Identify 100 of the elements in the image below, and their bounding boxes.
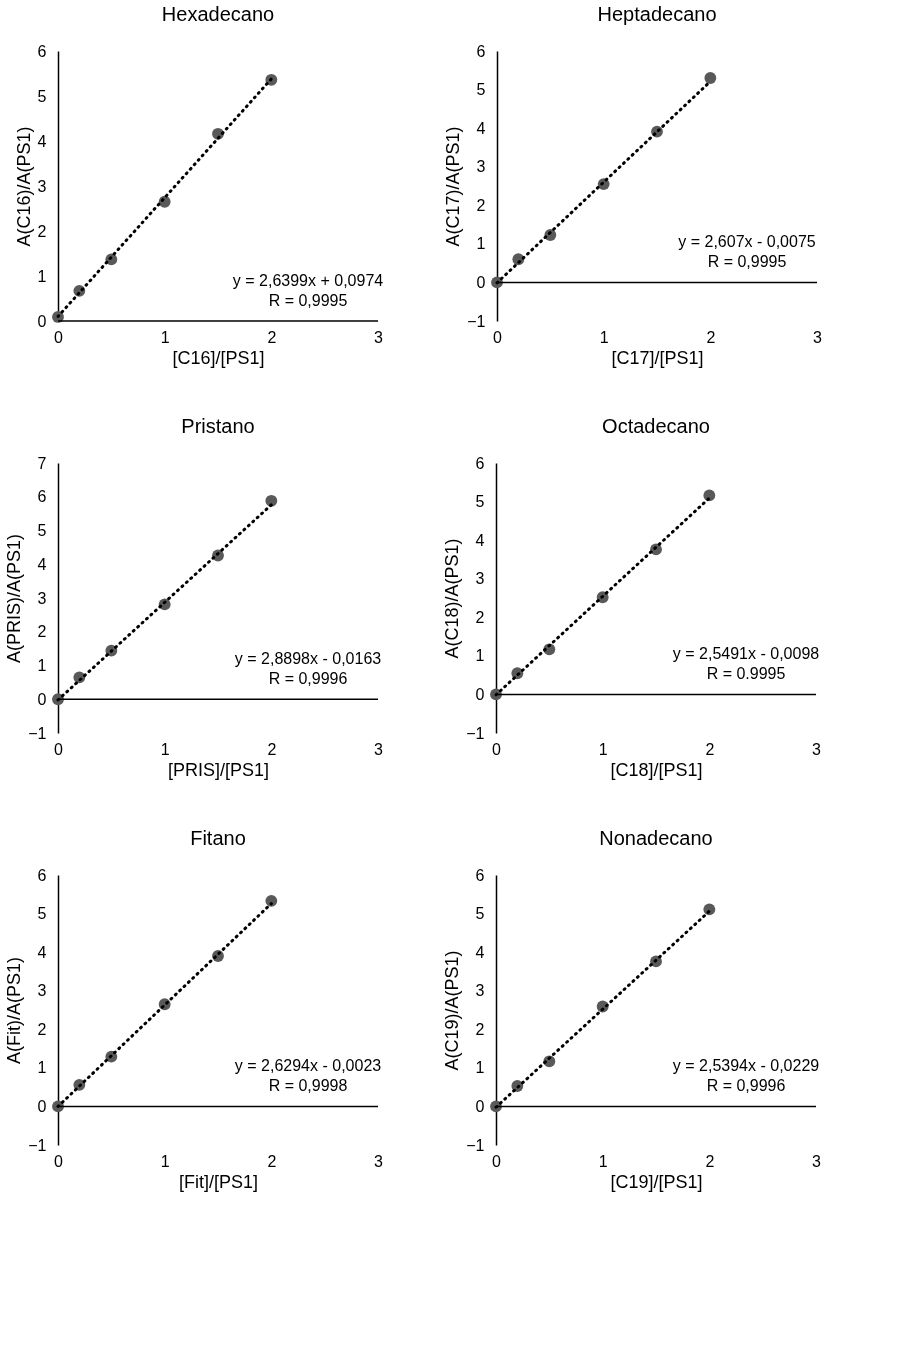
y-tick-label: 1 [37, 267, 47, 285]
x-tick-label: 1 [598, 740, 608, 758]
y-tick-label: 3 [475, 982, 485, 1000]
y-tick-label: −1 [467, 312, 486, 330]
y-tick-label: 6 [37, 866, 47, 884]
y-tick-label: 0 [37, 312, 47, 330]
x-tick-label: 3 [374, 328, 384, 346]
y-axis-title: A(PRIS)/A(PS1) [4, 533, 25, 664]
x-tick-label: 0 [492, 740, 502, 758]
x-axis-title: [C19]/[PS1] [610, 1171, 703, 1192]
x-axis-title: [PRIS]/[PS1] [167, 759, 270, 780]
annotation: R = 0.9995 [706, 665, 786, 683]
y-tick-label: 2 [475, 1020, 485, 1038]
x-tick-label: 2 [267, 1152, 277, 1170]
chart-title: Heptadecano [597, 3, 717, 25]
x-tick-label: 2 [705, 740, 715, 758]
annotation: y = 2,8898x - 0,0163 [234, 650, 382, 668]
x-tick-label: 2 [267, 740, 277, 758]
annotation: y = 2,607x - 0,0075 [678, 233, 816, 251]
x-tick-label: 1 [160, 328, 170, 346]
y-axis-title: A(C18)/A(PS1) [442, 538, 463, 659]
x-axis-title: [C16]/[PS1] [172, 347, 265, 368]
y-tick-label: 2 [476, 196, 486, 214]
annotation: R = 0,9996 [706, 1077, 786, 1095]
y-tick-label: −1 [28, 724, 47, 742]
x-tick-label: 3 [813, 328, 823, 346]
y-tick-label: 5 [476, 81, 486, 99]
y-tick-label: 3 [476, 158, 486, 176]
y-tick-label: 0 [37, 1097, 47, 1115]
y-tick-label: 6 [475, 866, 485, 884]
y-tick-label: −1 [466, 1136, 485, 1154]
x-tick-label: 1 [160, 1152, 170, 1170]
x-axis-title: [C18]/[PS1] [610, 759, 703, 780]
point [704, 72, 717, 84]
x-tick-label: 1 [598, 1152, 608, 1170]
x-tick-label: 3 [374, 740, 384, 758]
chart-title: Nonadecano [599, 827, 713, 849]
y-tick-label: 4 [476, 119, 486, 137]
x-tick-label: 2 [706, 328, 716, 346]
point [265, 894, 278, 907]
y-tick-label: 4 [37, 132, 47, 150]
y-tick-label: 0 [476, 273, 486, 291]
y-tick-label: 5 [37, 87, 47, 105]
y-tick-label: 1 [37, 657, 47, 674]
y-tick-label: 2 [37, 623, 47, 641]
y-tick-label: 3 [37, 177, 47, 195]
x-tick-label: 1 [160, 740, 170, 758]
y-tick-label: 2 [475, 608, 485, 626]
annotation: R = 0,9998 [268, 1077, 348, 1095]
x-tick-label: 2 [267, 328, 277, 346]
x-tick-label: 3 [374, 1152, 384, 1170]
x-tick-label: 0 [492, 1152, 502, 1170]
annotation: R = 0,9995 [268, 292, 348, 309]
y-tick-label: 3 [475, 570, 485, 588]
y-tick-label: 3 [37, 982, 47, 1000]
y-axis-title: A(C17)/A(PS1) [443, 126, 464, 247]
x-tick-label: 0 [54, 740, 64, 758]
chart-title: Pristano [181, 415, 255, 437]
y-tick-label: 5 [37, 522, 47, 539]
y-tick-label: 6 [476, 42, 486, 60]
y-tick-label: 4 [475, 531, 485, 549]
y-tick-label: 2 [37, 222, 47, 240]
x-axis-title: [Fit]/[PS1] [178, 1171, 259, 1192]
y-tick-label: 3 [37, 589, 47, 607]
annotation: y = 2,6399x + 0,0974 [232, 272, 384, 289]
x-tick-label: 0 [493, 328, 503, 346]
x-tick-label: 3 [812, 740, 822, 758]
x-tick-label: 0 [54, 1152, 64, 1170]
y-tick-label: 2 [37, 1020, 47, 1038]
y-tick-label: 5 [475, 493, 485, 511]
y-axis-title: A(C19)/A(PS1) [442, 950, 463, 1071]
y-tick-label: 4 [37, 555, 47, 573]
y-tick-label: 0 [37, 690, 47, 708]
y-tick-label: 1 [476, 235, 486, 253]
y-tick-label: −1 [28, 1136, 47, 1154]
annotation: R = 0,9995 [707, 253, 787, 271]
y-tick-label: 0 [475, 1097, 485, 1115]
annotation: R = 0,9996 [268, 670, 348, 688]
x-tick-label: 3 [812, 1152, 822, 1170]
chart-title: Octadecano [602, 415, 710, 437]
y-tick-label: 1 [475, 647, 485, 665]
chart-title: Fitano [190, 827, 246, 849]
y-tick-label: 6 [37, 488, 47, 506]
x-tick-label: 0 [54, 328, 64, 346]
y-tick-label: −1 [466, 724, 485, 742]
y-tick-label: 6 [37, 42, 47, 60]
y-axis-title: A(C16)/A(PS1) [13, 126, 34, 247]
y-tick-label: 7 [37, 454, 47, 472]
annotation: y = 2,5491x - 0,0098 [672, 645, 820, 663]
y-tick-label: 1 [475, 1059, 485, 1077]
y-tick-label: 0 [475, 685, 485, 703]
x-tick-label: 1 [599, 328, 609, 346]
y-tick-label: 5 [475, 905, 485, 923]
x-axis-title: [C17]/[PS1] [611, 347, 704, 368]
annotation: y = 2,6294x - 0,0023 [234, 1057, 382, 1075]
y-tick-label: 5 [37, 905, 47, 923]
y-tick-label: 4 [475, 943, 485, 961]
x-tick-label: 2 [705, 1152, 715, 1170]
chart-title: Hexadecano [161, 3, 275, 25]
annotation: y = 2,5394x - 0,0229 [672, 1057, 820, 1075]
